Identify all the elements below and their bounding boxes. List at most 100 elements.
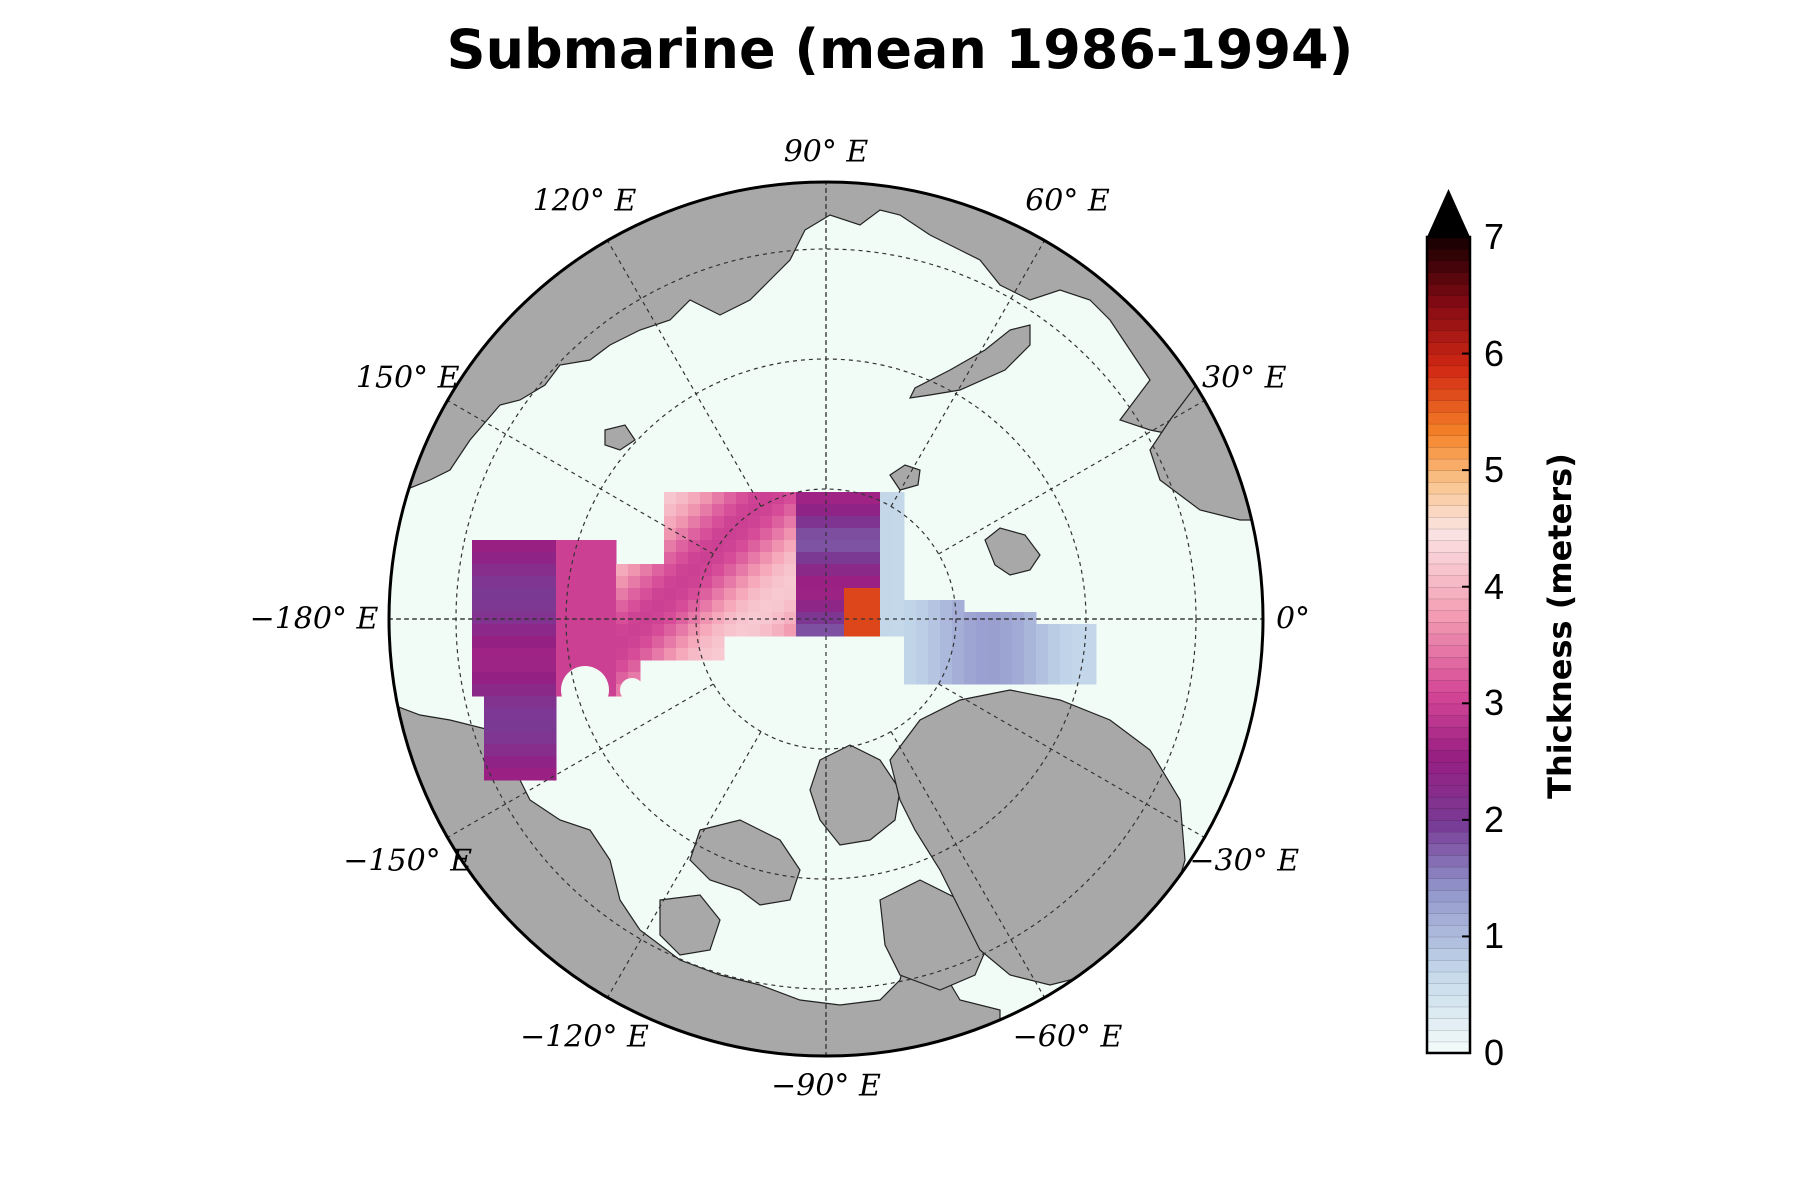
land-franz-josef bbox=[889, 464, 921, 491]
ice-cell bbox=[568, 612, 581, 625]
ice-cell bbox=[520, 708, 533, 721]
ice-cell bbox=[544, 636, 557, 649]
ice-cell bbox=[748, 612, 761, 625]
ice-cell bbox=[724, 576, 737, 589]
ice-cell bbox=[688, 624, 701, 637]
ice-cell bbox=[520, 588, 533, 601]
ice-cell bbox=[940, 648, 953, 661]
ice-cell bbox=[688, 564, 701, 577]
ice-cell bbox=[532, 564, 545, 577]
ice-cell bbox=[484, 636, 497, 649]
longitude-label: −60° E bbox=[1012, 1019, 1123, 1055]
ice-cell bbox=[976, 648, 989, 661]
ice-cell bbox=[760, 576, 773, 589]
ice-cell bbox=[1012, 672, 1025, 685]
ice-cell bbox=[676, 636, 689, 649]
ice-cell bbox=[580, 636, 593, 649]
ice-cell bbox=[616, 612, 629, 625]
ice-cell bbox=[892, 600, 905, 613]
ice-cell bbox=[484, 612, 497, 625]
ice-cell bbox=[736, 600, 749, 613]
ice-cell bbox=[856, 504, 869, 517]
ice-cell bbox=[772, 624, 785, 637]
ice-cell bbox=[784, 624, 797, 637]
ice-cell bbox=[868, 516, 881, 529]
ice-cell bbox=[604, 612, 617, 625]
ice-cell bbox=[748, 528, 761, 541]
ice-cell bbox=[532, 660, 545, 673]
ice-cell bbox=[820, 564, 833, 577]
ice-cell bbox=[472, 552, 485, 565]
ice-cell bbox=[532, 696, 545, 709]
ice-cell bbox=[700, 528, 713, 541]
ice-cell bbox=[700, 492, 713, 505]
ice-cell bbox=[484, 744, 497, 757]
ice-cell bbox=[904, 648, 917, 661]
ice-cell bbox=[604, 624, 617, 637]
meridian-line bbox=[447, 683, 714, 839]
longitude-label: 30° E bbox=[1201, 360, 1287, 395]
map-boundary bbox=[387, 180, 1265, 1058]
ice-cell bbox=[688, 648, 701, 661]
ice-cell bbox=[820, 612, 833, 625]
ice-cell bbox=[736, 564, 749, 577]
ice-cell bbox=[676, 648, 689, 661]
ice-cell bbox=[520, 636, 533, 649]
ice-cell bbox=[628, 600, 641, 613]
ice-cell bbox=[700, 540, 713, 553]
ice-cell bbox=[544, 744, 557, 757]
ice-cell bbox=[496, 612, 509, 625]
ice-cell bbox=[544, 540, 557, 553]
ice-cell bbox=[592, 588, 605, 601]
ice-cell bbox=[520, 696, 533, 709]
ice-cell bbox=[484, 588, 497, 601]
ice-cell bbox=[484, 672, 497, 685]
ice-cell bbox=[892, 492, 905, 505]
ice-cell bbox=[748, 492, 761, 505]
ice-cell bbox=[760, 612, 773, 625]
ice-cell bbox=[496, 696, 509, 709]
ice-cell bbox=[952, 648, 965, 661]
ice-cell bbox=[1024, 648, 1037, 661]
ice-cell bbox=[556, 624, 569, 637]
ice-thickness-field bbox=[472, 492, 1097, 781]
ice-cell bbox=[844, 504, 857, 517]
ice-cell bbox=[808, 612, 821, 625]
ice-cell bbox=[508, 552, 521, 565]
ice-cell bbox=[1060, 648, 1073, 661]
longitude-label: −30° E bbox=[1189, 843, 1300, 878]
ice-cell bbox=[1024, 672, 1037, 685]
ice-cell bbox=[736, 504, 749, 517]
ice-cell bbox=[652, 564, 665, 577]
ice-cell bbox=[796, 540, 809, 553]
ice-cell bbox=[808, 576, 821, 589]
ice-cell bbox=[664, 564, 677, 577]
ice-cell bbox=[556, 564, 569, 577]
ice-cell bbox=[1012, 636, 1025, 649]
ice-cell bbox=[784, 516, 797, 529]
ice-cell bbox=[652, 636, 665, 649]
ice-cell bbox=[796, 528, 809, 541]
ice-cell bbox=[784, 588, 797, 601]
ice-cell bbox=[892, 576, 905, 589]
page-title: Submarine (mean 1986-1994) bbox=[446, 18, 1354, 81]
ice-cell bbox=[640, 564, 653, 577]
ice-cell bbox=[724, 564, 737, 577]
meridian-line bbox=[938, 683, 1205, 839]
ice-cell bbox=[724, 516, 737, 529]
ice-cell bbox=[556, 648, 569, 661]
ice-cell bbox=[940, 612, 953, 625]
ice-cell bbox=[808, 492, 821, 505]
ice-cell bbox=[772, 588, 785, 601]
ice-cell bbox=[532, 624, 545, 637]
ice-cell bbox=[1036, 636, 1049, 649]
ice-cell bbox=[676, 516, 689, 529]
ice-cell bbox=[928, 648, 941, 661]
ice-cell bbox=[688, 600, 701, 613]
ice-cell bbox=[736, 492, 749, 505]
ice-cell bbox=[568, 540, 581, 553]
ice-cell bbox=[808, 552, 821, 565]
ice-cell bbox=[736, 552, 749, 565]
ice-cell bbox=[1060, 636, 1073, 649]
ice-cell bbox=[700, 516, 713, 529]
